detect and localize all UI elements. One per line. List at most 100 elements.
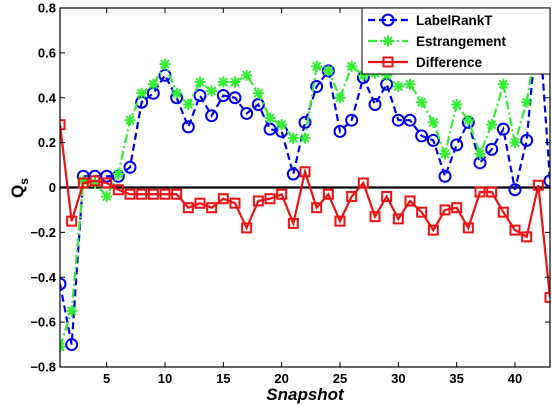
data-point [439, 204, 451, 216]
y-tick-label: −0.4 [30, 270, 56, 285]
data-point [532, 179, 544, 191]
data-point [194, 197, 206, 209]
data-point [60, 119, 66, 131]
x-tick-label: 35 [449, 371, 463, 386]
data-point [310, 80, 324, 94]
x-tick-label: 20 [274, 371, 288, 386]
x-tick-label: 10 [158, 371, 172, 386]
data-point [520, 133, 534, 147]
y-axis-label-subscript: s [17, 178, 31, 185]
data-point [427, 224, 439, 236]
data-point [497, 206, 509, 218]
data-point [438, 169, 452, 183]
data-point [65, 338, 79, 352]
data-point [439, 148, 451, 160]
y-tick-label: 0.6 [38, 45, 56, 60]
data-point [77, 177, 89, 189]
data-point [392, 213, 404, 225]
series-difference [60, 119, 550, 303]
y-tick-label: −0.6 [30, 315, 56, 330]
data-point [66, 305, 78, 317]
x-axis-label: Snapshot [266, 385, 345, 404]
data-point [369, 211, 381, 223]
legend-label: Estrangement [416, 34, 507, 49]
data-point [124, 188, 136, 200]
data-point [509, 224, 521, 236]
data-point [112, 168, 124, 180]
data-point [346, 190, 358, 202]
y-tick-label: −0.2 [30, 225, 56, 240]
data-point [147, 188, 159, 200]
data-point [357, 69, 369, 81]
data-point [509, 137, 521, 149]
legend-label: Difference [416, 55, 483, 70]
data-point [194, 76, 206, 88]
data-point [426, 133, 440, 147]
series-layer [60, 8, 550, 353]
series-estrangement [60, 24, 550, 353]
data-point [345, 113, 359, 127]
data-point [217, 76, 229, 88]
data-point [123, 160, 137, 174]
data-point [311, 202, 323, 214]
data-point [311, 60, 323, 72]
data-point [147, 78, 159, 90]
data-point [392, 81, 404, 93]
legend: LabelRankT Estrangement Difference [361, 7, 551, 75]
x-tick-label: 15 [216, 371, 230, 386]
data-point [416, 96, 428, 108]
data-point [229, 197, 241, 209]
axis-ticks: 5 10 15 20 25 30 35 40 −0.8 −0.6 −0.4 −0.2 0 0.2 0.4 0.… [30, 1, 550, 386]
data-point [171, 87, 183, 99]
data-point [228, 91, 242, 105]
data-point [182, 98, 194, 110]
data-point [287, 217, 299, 229]
data-point [381, 69, 393, 81]
data-point [322, 188, 334, 200]
y-tick-label: 0.8 [38, 1, 56, 16]
data-point [159, 58, 171, 70]
x-tick-label: 5 [103, 371, 110, 386]
data-point [404, 195, 416, 207]
data-point [193, 89, 207, 103]
data-point [229, 76, 241, 88]
y-tick-label: 0.2 [38, 135, 56, 150]
data-point [276, 188, 288, 200]
data-point [77, 175, 89, 187]
data-point [182, 202, 194, 214]
data-point [346, 60, 358, 72]
data-point [450, 138, 464, 152]
data-point [112, 184, 124, 196]
data-point [427, 116, 439, 128]
data-point [334, 92, 346, 104]
data-point [216, 89, 230, 103]
data-point [89, 177, 101, 189]
data-point [381, 190, 393, 202]
data-point [264, 112, 276, 124]
data-point [486, 119, 498, 131]
x-tick-label: 40 [508, 371, 522, 386]
data-point [287, 132, 299, 144]
data-point [521, 96, 533, 108]
data-point [474, 148, 486, 160]
data-point [101, 177, 113, 189]
data-point [322, 65, 334, 77]
data-point [299, 132, 311, 144]
data-point [286, 167, 300, 181]
data-point [298, 115, 312, 129]
data-point [508, 183, 522, 197]
data-point [451, 202, 463, 214]
data-point [521, 231, 533, 243]
data-point [334, 215, 346, 227]
y-axis-label: Qs [8, 178, 31, 198]
x-tick-label: 30 [391, 371, 405, 386]
data-point [415, 129, 429, 143]
data-point [124, 114, 136, 126]
data-point [276, 119, 288, 131]
data-point [263, 122, 277, 136]
legend-marker [382, 56, 394, 68]
data-point [543, 174, 550, 188]
data-point [485, 142, 499, 156]
data-point [368, 97, 382, 111]
